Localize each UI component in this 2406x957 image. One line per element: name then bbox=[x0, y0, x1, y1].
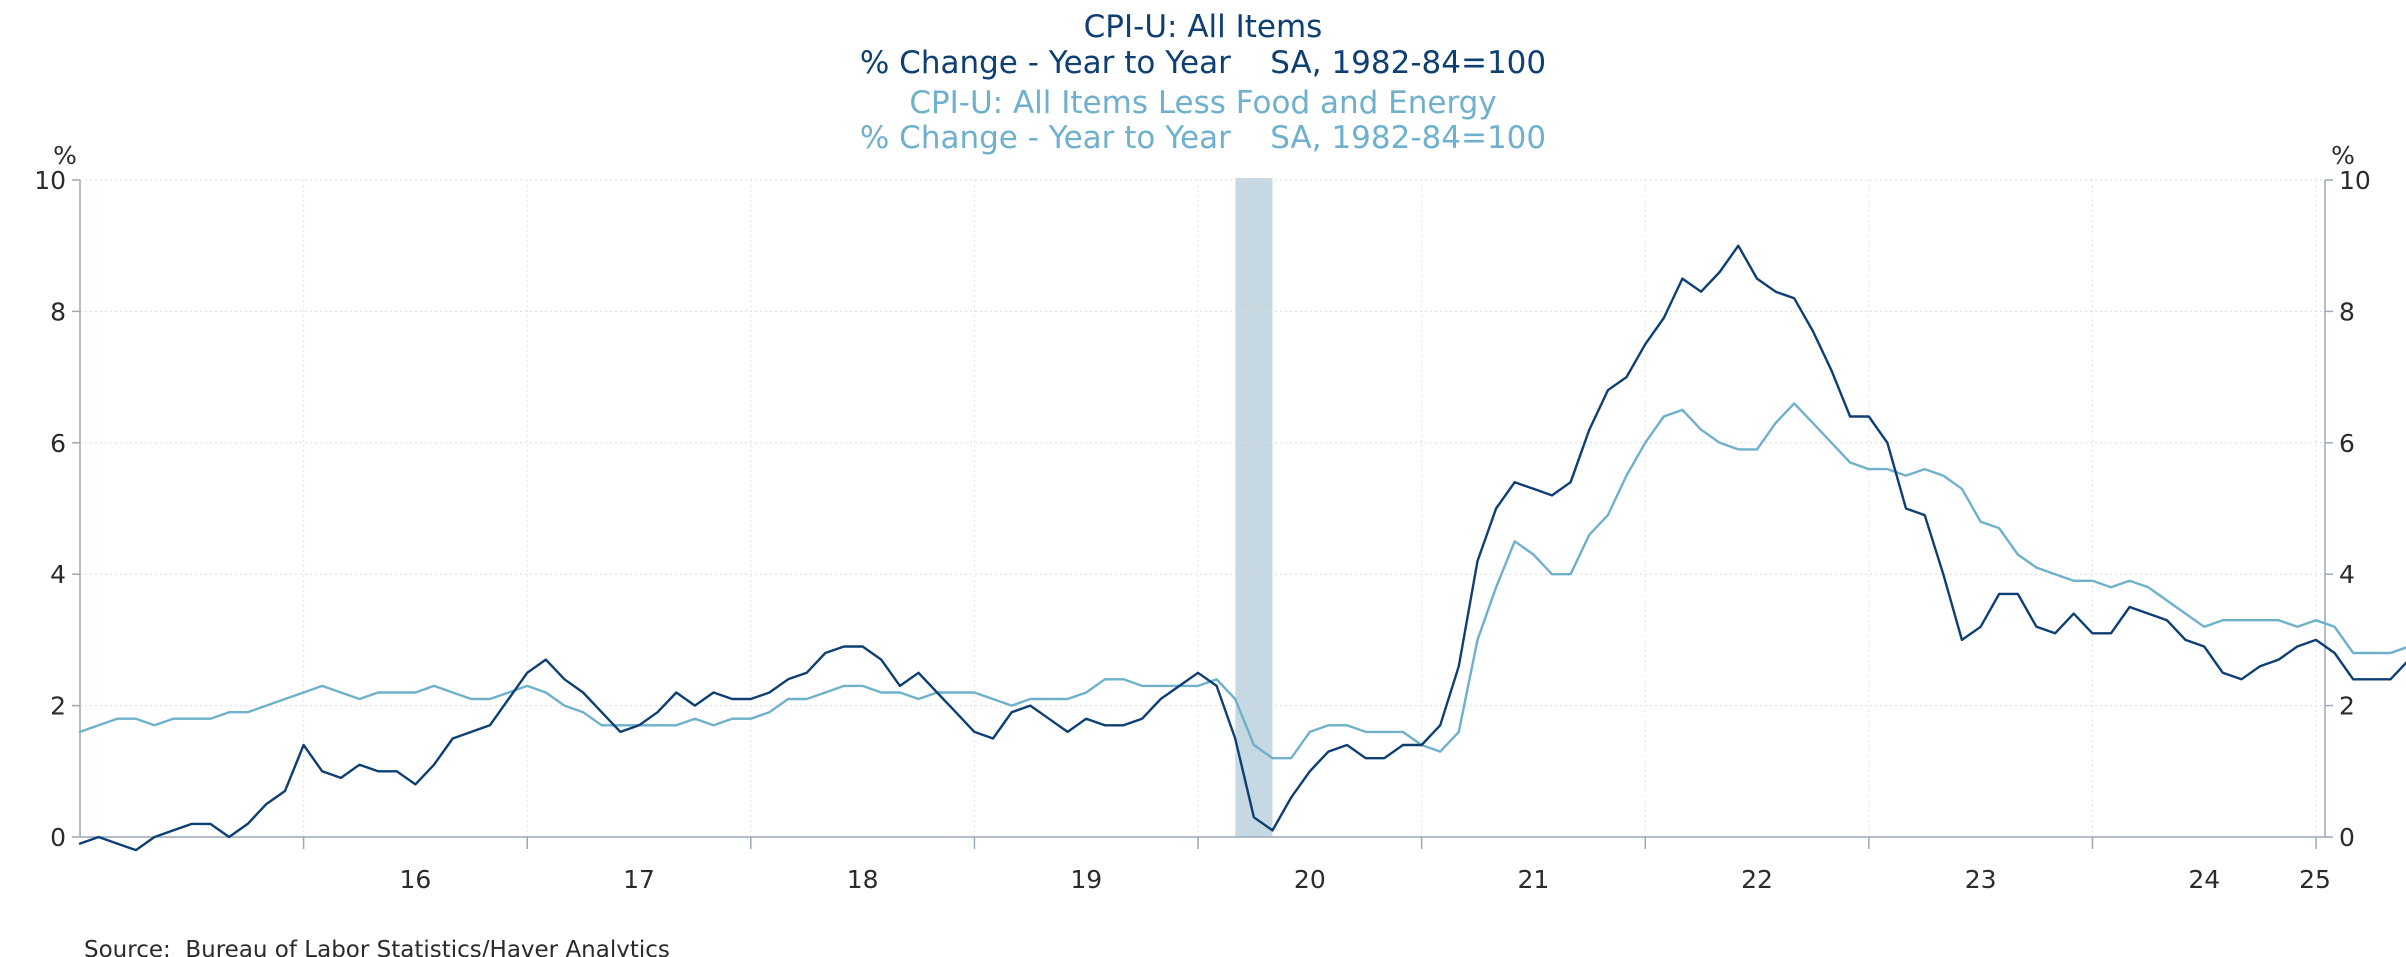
y-tick-label-left-6: 6 bbox=[50, 429, 66, 458]
series-line-cpi-u-all-items-less-food-and-energy bbox=[78, 402, 2406, 760]
y-tick-label-right-10: 10 bbox=[2339, 166, 2371, 195]
x-tick-label-17: 17 bbox=[623, 865, 655, 894]
series-layer bbox=[78, 244, 2406, 852]
chart-title-line-2: % Change - Year to Year SA, 1982-84=100 bbox=[860, 45, 1546, 81]
series-line-cpi-u-all-items bbox=[78, 244, 2406, 852]
y-tick-label-left-10: 10 bbox=[34, 166, 66, 195]
y-tick-label-right-6: 6 bbox=[2339, 429, 2355, 458]
y-tick-label-right-4: 4 bbox=[2339, 560, 2355, 589]
x-tick-label-25: 25 bbox=[2299, 865, 2331, 894]
y-tick-label-left-2: 2 bbox=[50, 692, 66, 721]
recession-layer bbox=[1235, 178, 1273, 837]
x-tick-label-20: 20 bbox=[1294, 865, 1326, 894]
y-axis-unit-right: % bbox=[2331, 141, 2355, 170]
y-tick-label-right-8: 8 bbox=[2339, 297, 2355, 326]
chart-title-line-1: CPI-U: All Items bbox=[1084, 9, 1323, 45]
x-tick-label-22: 22 bbox=[1741, 865, 1773, 894]
x-tick-label-21: 21 bbox=[1518, 865, 1550, 894]
y-tick-label-right-2: 2 bbox=[2339, 692, 2355, 721]
x-tick-label-23: 23 bbox=[1965, 865, 1997, 894]
source-note: Source: Bureau of Labor Statistics/Haver… bbox=[84, 937, 670, 957]
y-tick-label-left-0: 0 bbox=[50, 823, 66, 852]
grid-layer bbox=[80, 179, 2325, 837]
recession-band bbox=[1235, 178, 1273, 837]
x-tick-label-24: 24 bbox=[2188, 865, 2220, 894]
x-tick-label-18: 18 bbox=[847, 865, 879, 894]
chart-title-line-3: CPI-U: All Items Less Food and Energy bbox=[909, 85, 1496, 121]
y-tick-label-left-8: 8 bbox=[50, 297, 66, 326]
x-tick-label-16: 16 bbox=[400, 865, 432, 894]
y-tick-label-left-4: 4 bbox=[50, 560, 66, 589]
x-tick-label-19: 19 bbox=[1070, 865, 1102, 894]
y-axis-unit-left: % bbox=[53, 141, 77, 170]
chart-title-line-4: % Change - Year to Year SA, 1982-84=100 bbox=[860, 120, 1546, 156]
y-tick-label-right-0: 0 bbox=[2339, 823, 2355, 852]
